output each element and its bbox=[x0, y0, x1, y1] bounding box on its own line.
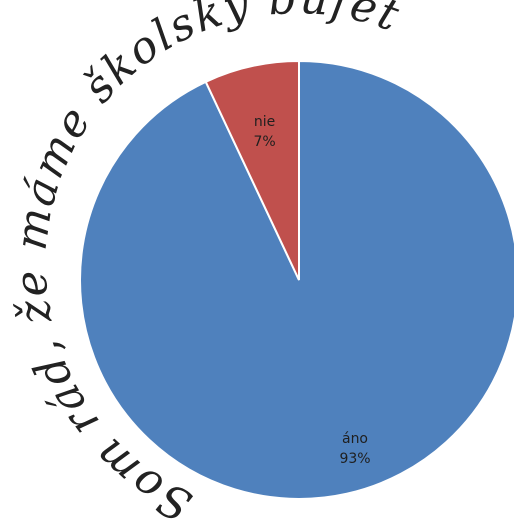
pie-slices bbox=[79, 59, 514, 500]
pie-slice-nie bbox=[204, 59, 300, 281]
slice-value-label-ano: 93% bbox=[339, 451, 370, 467]
slice-category-label-nie: nie bbox=[254, 114, 275, 130]
pie-slice-labels: áno 93% nie 7% bbox=[253, 114, 370, 467]
slice-value-label-nie: 7% bbox=[253, 134, 275, 150]
slice-category-label-ano: áno bbox=[342, 431, 368, 447]
pie-slice-ano bbox=[79, 59, 514, 500]
